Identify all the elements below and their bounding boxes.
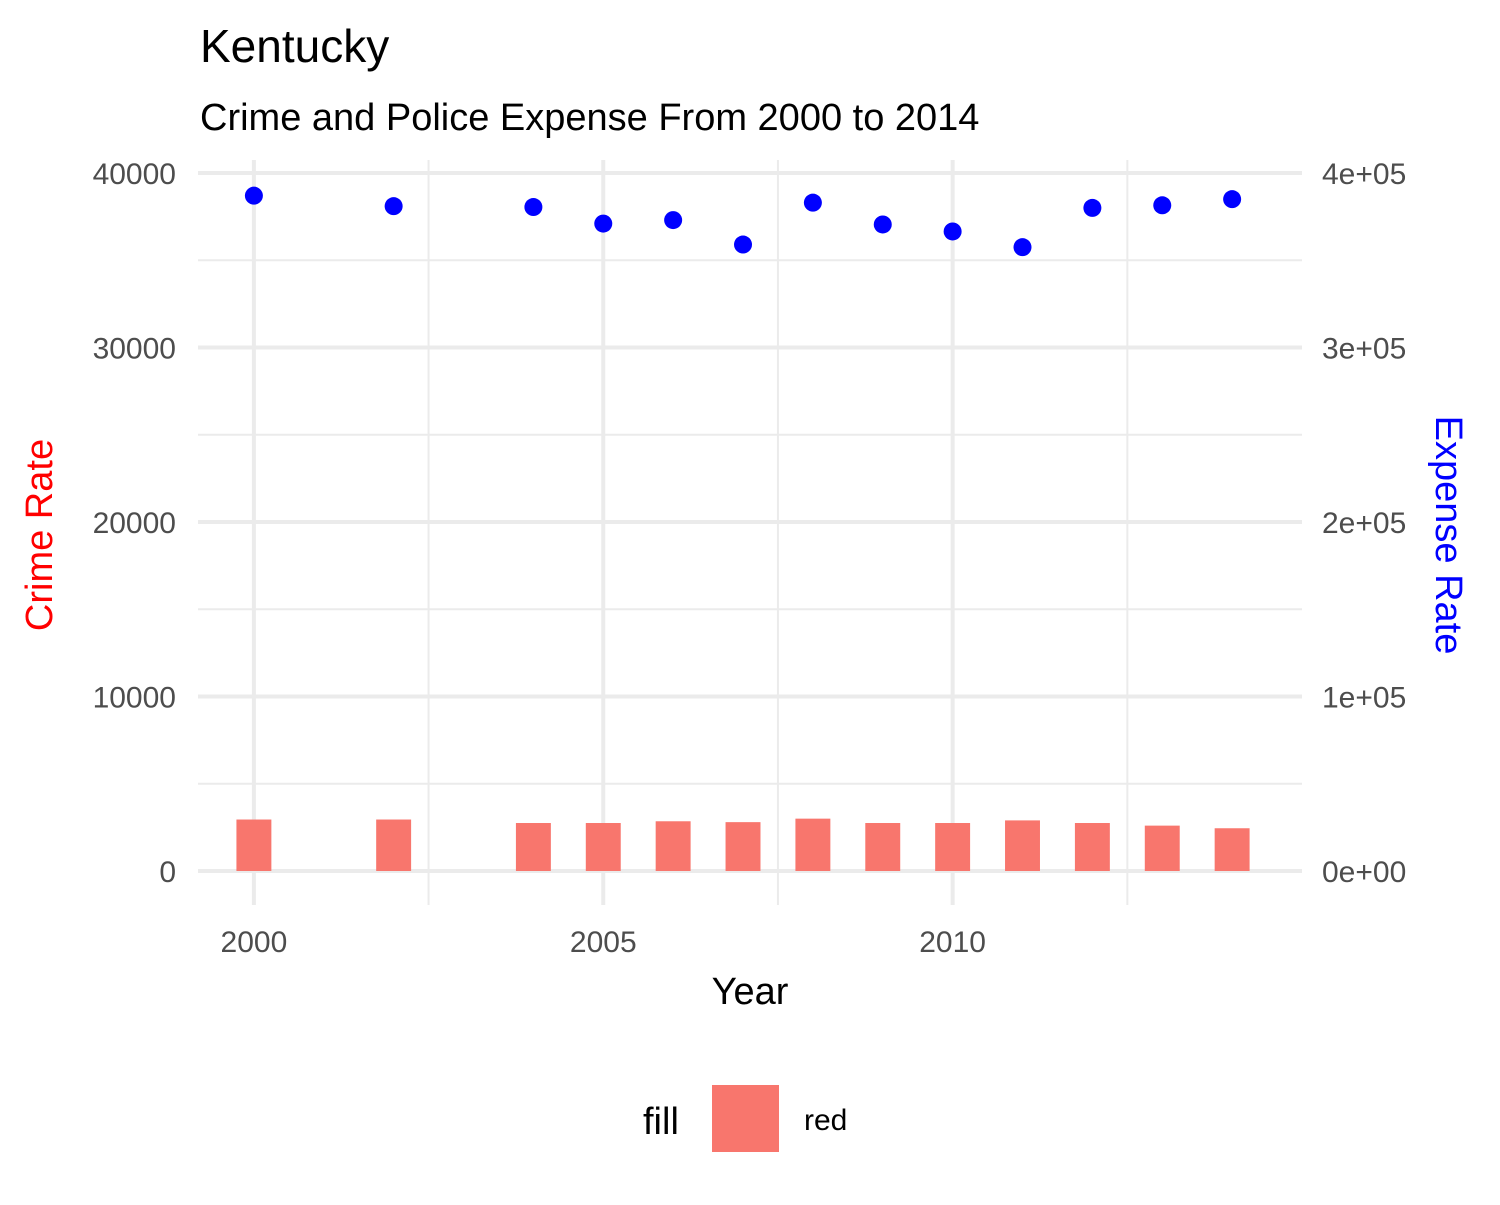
y-right-tick-label: 4e+05 [1322,158,1406,191]
bar [865,823,901,871]
data-point [384,197,403,216]
data-point [943,222,962,241]
bar [1005,820,1040,871]
bar [236,819,272,871]
data-point [1223,190,1242,209]
chart-title: Kentucky [200,20,389,72]
bar [376,819,412,871]
data-point [594,214,613,233]
y-right-tick-label: 1e+05 [1322,682,1406,715]
x-tick-label: 2005 [570,926,637,959]
legend-key-swatch [712,1085,779,1152]
y-right-tick-label: 2e+05 [1322,507,1406,540]
bar [585,823,621,871]
y-axis-title-right: Expense Rate [1427,416,1469,655]
y-axis-title-left: Crime Rate [19,439,61,631]
y-left-tick-label: 0 [159,856,176,889]
x-tick-label: 2010 [919,926,986,959]
grid-layer [198,160,1302,905]
x-axis-title: Year [712,971,789,1013]
bar [1214,828,1250,871]
data-point [1013,238,1032,257]
data-point [1153,196,1172,215]
y-left-tick-label: 10000 [93,682,176,715]
x-tick-label: 2000 [221,926,288,959]
data-point [524,198,543,217]
y-right-tick-label: 3e+05 [1322,333,1406,366]
legend-title: fill [643,1101,679,1143]
data-point [1083,198,1102,217]
bar [935,823,971,871]
points-layer [244,186,1242,257]
ticks-layer: 0 10000 20000 30000 40000 0e+00 1e+05 2e+05 3e+0… [93,158,1407,959]
y-left-tick-label: 30000 [93,333,176,366]
bars-layer [236,818,1250,871]
data-point [664,211,683,230]
data-point [734,235,753,254]
data-point [803,193,822,212]
chart-subtitle: Crime and Police Expense From 2000 to 20… [200,97,979,139]
bar [725,822,761,871]
bar [1144,825,1180,871]
data-point [244,186,263,205]
bar [655,821,691,871]
y-right-tick-label: 0e+00 [1322,856,1406,889]
data-point [873,215,892,234]
bar [795,818,831,871]
legend: fill red [643,1085,847,1152]
bar [515,823,551,871]
bar [1074,823,1110,871]
y-left-tick-label: 40000 [93,158,176,191]
y-left-tick-label: 20000 [93,507,176,540]
legend-label: red [804,1104,847,1137]
